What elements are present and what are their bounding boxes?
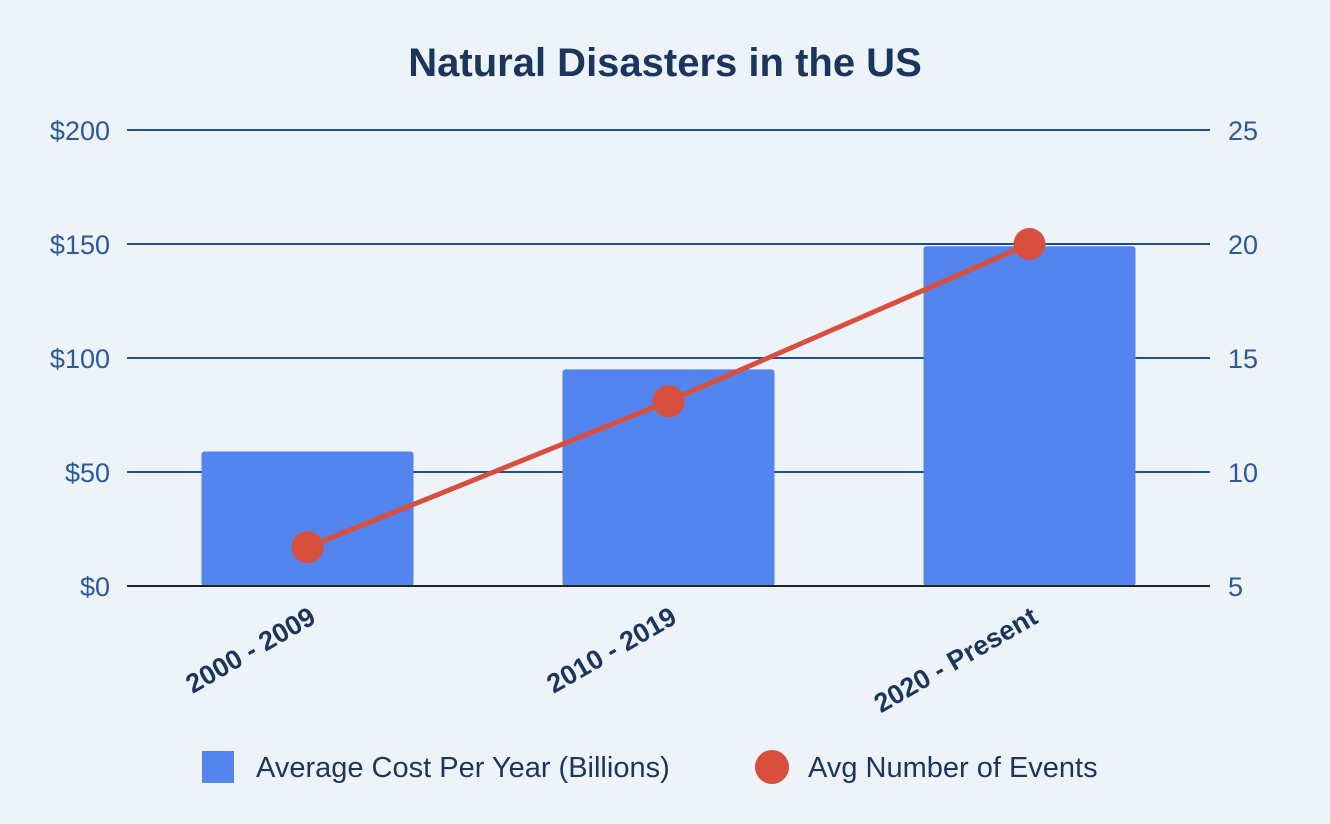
category-label-2: 2010 - 2019 — [542, 601, 682, 699]
legend-label-line: Avg Number of Events — [808, 752, 1098, 784]
category-axis: 2000 - 2009 2010 - 2019 2020 - Present — [181, 601, 1043, 719]
bar-1 — [201, 451, 414, 586]
events-point-2 — [652, 385, 685, 418]
right-tick-label-1: 10 — [1228, 458, 1258, 488]
events-point-1 — [291, 531, 324, 564]
chart-title: Natural Disasters in the US — [408, 41, 922, 85]
events-point-3 — [1013, 228, 1046, 260]
left-tick-label-0: $0 — [80, 572, 110, 602]
left-tick-label-2: $100 — [50, 344, 110, 374]
bar-3 — [923, 246, 1136, 586]
events-line — [291, 228, 1046, 564]
left-tick-label-4: $200 — [50, 116, 110, 146]
right-tick-label-2: 15 — [1228, 344, 1258, 374]
legend-label-bar: Average Cost Per Year (Billions) — [256, 752, 670, 784]
legend-swatch-line — [755, 750, 789, 784]
left-tick-label-3: $150 — [50, 230, 110, 260]
right-tick-label-3: 20 — [1228, 230, 1258, 260]
category-label-3: 2020 - Present — [869, 601, 1043, 719]
category-label-1: 2000 - 2009 — [181, 601, 321, 699]
legend-swatch-bar — [202, 751, 234, 783]
legend: Average Cost Per Year (Billions) Avg Num… — [202, 750, 1098, 784]
right-axis-ticks: 5 10 15 20 25 — [1228, 116, 1258, 602]
left-axis-ticks: $0 $50 $100 $150 $200 — [50, 116, 110, 602]
right-tick-label-0: 5 — [1228, 572, 1243, 602]
right-tick-label-4: 25 — [1228, 116, 1258, 146]
left-tick-label-1: $50 — [65, 458, 110, 488]
